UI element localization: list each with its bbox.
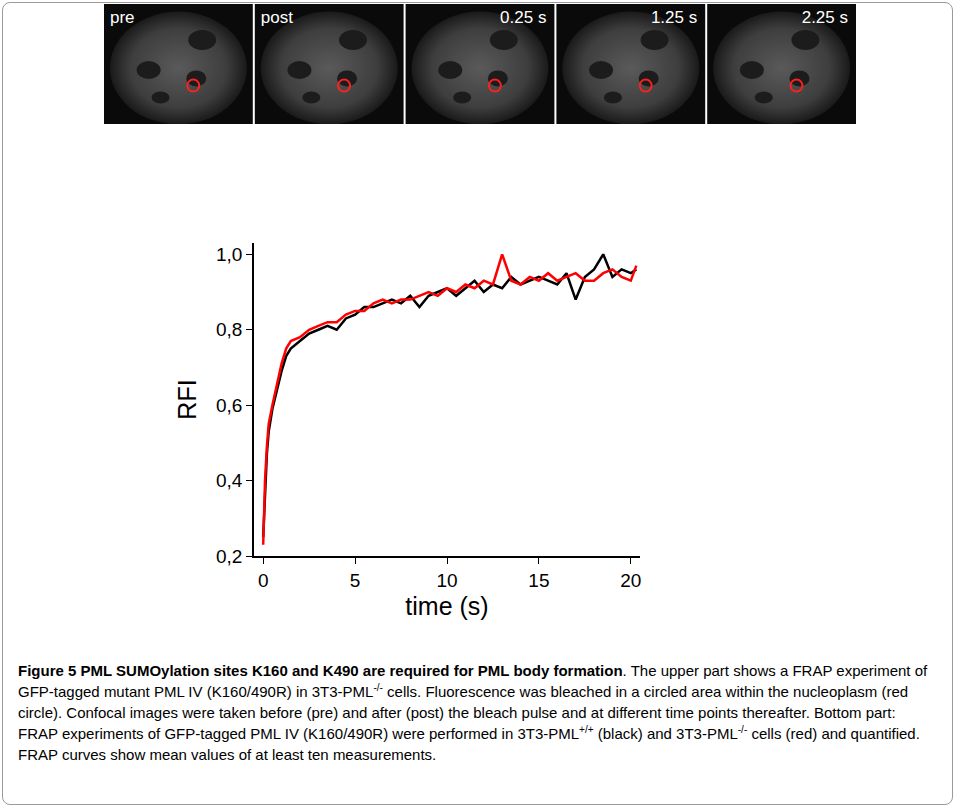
svg-text:RFI: RFI xyxy=(173,379,201,419)
svg-text:0,8: 0,8 xyxy=(216,319,242,340)
svg-text:0,6: 0,6 xyxy=(216,395,242,416)
svg-text:15: 15 xyxy=(528,570,549,591)
svg-text:0,2: 0,2 xyxy=(216,546,242,567)
svg-text:1,0: 1,0 xyxy=(216,244,242,265)
svg-text:time (s): time (s) xyxy=(405,592,488,620)
svg-text:5: 5 xyxy=(350,570,361,591)
html-text:Figure 5 PML SUMOylation sites: Figure 5 PML SUMOylation sites K160 and … xyxy=(18,662,928,763)
svg-text:0,4: 0,4 xyxy=(216,470,243,491)
svg-text:10: 10 xyxy=(436,570,457,591)
svg-text:1.25 s: 1.25 s xyxy=(651,8,697,27)
svg-text:20: 20 xyxy=(620,570,641,591)
svg-text:0.25 s: 0.25 s xyxy=(500,8,546,27)
svg-text:0: 0 xyxy=(258,570,269,591)
svg-text:pre: pre xyxy=(110,8,135,27)
svg-text:post: post xyxy=(261,8,293,27)
svg-text:2.25 s: 2.25 s xyxy=(802,8,848,27)
